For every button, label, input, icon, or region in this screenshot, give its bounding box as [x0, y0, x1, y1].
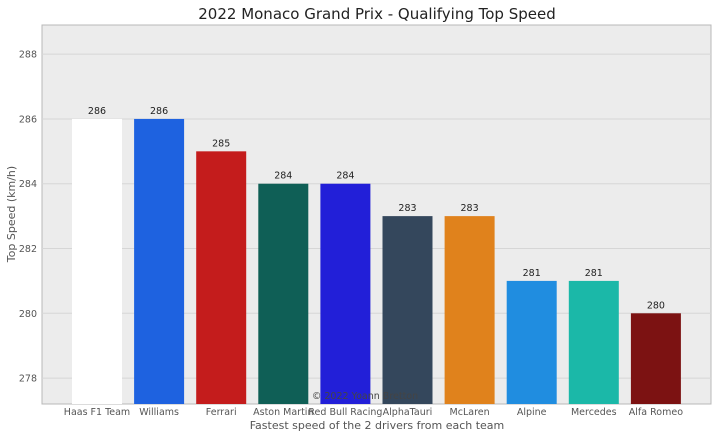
x-tick-label: Mercedes	[571, 407, 617, 418]
bar	[630, 313, 681, 404]
y-tick-label: 282	[19, 244, 37, 255]
x-axis-ticks: Haas F1 Team Williams Ferrari Aston MartinR…	[64, 407, 683, 418]
bar-value-label: 284	[274, 171, 292, 182]
x-tick-label: McLaren	[450, 407, 490, 418]
bar-value-label: 286	[150, 106, 168, 117]
y-axis-label: Top Speed (km/h)	[5, 166, 18, 263]
y-axis-ticks: 278 280 282 284 286 288	[19, 50, 37, 385]
x-tick-label: AlphaTauri	[383, 407, 433, 418]
bar-value-label: 284	[336, 171, 354, 182]
x-tick-label: Ferrari	[206, 407, 237, 418]
bar	[506, 280, 557, 404]
y-tick-label: 284	[19, 179, 37, 190]
y-tick-label: 286	[19, 114, 37, 125]
bar-value-label: 285	[212, 138, 230, 149]
bar	[258, 183, 309, 404]
y-tick-label: 278	[19, 374, 37, 385]
bars	[72, 118, 681, 404]
bar	[382, 216, 433, 404]
bar	[444, 216, 495, 404]
x-tick-label: Alfa Romeo	[629, 407, 683, 418]
bar-value-label: 281	[523, 268, 541, 279]
x-tick-label: Aston Martin	[253, 407, 313, 418]
x-tick-label: Williams	[139, 407, 179, 418]
x-tick-label: Haas F1 Team	[64, 407, 130, 418]
bar	[320, 183, 371, 404]
chart-title: 2022 Monaco Grand Prix - Qualifying Top …	[198, 5, 555, 23]
bar-value-label: 283	[461, 203, 479, 214]
x-tick-label: Alpine	[517, 407, 547, 418]
data-labels: 286 286 285 284 284 283 283 281 281 280	[88, 106, 665, 311]
bar-value-label: 283	[398, 203, 416, 214]
bar	[568, 280, 619, 404]
copyright-annotation: © 2022 Yoann Bretton	[312, 391, 418, 402]
x-axis-label: Fastest speed of the 2 drivers from each…	[250, 419, 505, 432]
bar	[196, 151, 247, 404]
bar-value-label: 286	[88, 106, 106, 117]
bar	[72, 118, 122, 404]
y-tick-label: 288	[19, 50, 37, 61]
y-tick-label: 280	[19, 309, 37, 320]
bar-value-label: 281	[585, 268, 603, 279]
bar-value-label: 280	[647, 300, 665, 311]
bar	[134, 118, 185, 404]
x-tick-label: Red Bull Racing	[308, 407, 382, 418]
